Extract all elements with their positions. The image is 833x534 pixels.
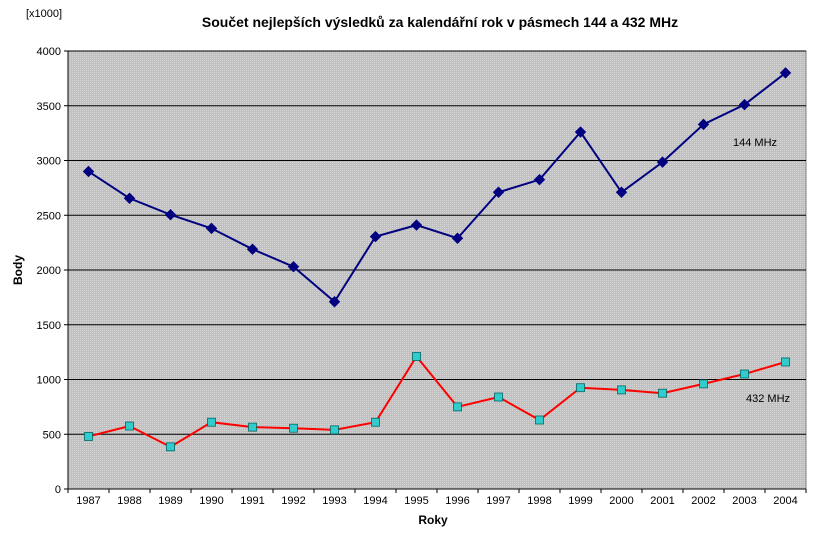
data-point-marker <box>697 118 710 131</box>
data-point-marker <box>738 98 751 111</box>
data-point-marker <box>289 423 298 433</box>
data-point-marker <box>369 230 382 243</box>
y-tick-label: 4000 <box>37 46 61 58</box>
y-tick-label: 1500 <box>37 320 61 332</box>
data-point-marker <box>207 417 216 427</box>
data-point-marker <box>166 442 175 452</box>
data-point-marker <box>492 186 505 198</box>
x-tick-label: 2001 <box>650 495 674 507</box>
data-point-marker <box>658 388 667 398</box>
data-point-marker <box>287 261 300 273</box>
y-tick-label: 3500 <box>37 101 61 113</box>
x-tick-label: 1998 <box>527 495 551 507</box>
y-tick-label: 2500 <box>37 210 61 222</box>
data-point-marker <box>164 208 177 221</box>
x-tick-label: 1991 <box>240 495 264 507</box>
x-tick-label: 1993 <box>322 495 346 507</box>
x-tick-label: 1989 <box>158 495 182 507</box>
y-tick-label: 2000 <box>37 265 61 277</box>
gridlines <box>68 50 806 489</box>
x-tick-label: 1995 <box>404 495 428 507</box>
data-point-marker <box>412 352 421 361</box>
data-point-marker <box>248 422 257 432</box>
series-layer <box>82 67 792 452</box>
data-point-marker <box>576 383 585 393</box>
y-tick-label: 500 <box>43 429 61 441</box>
data-point-marker <box>699 379 708 389</box>
x-tick-label: 2003 <box>732 495 756 507</box>
y-tick-label: 3000 <box>37 156 61 168</box>
data-point-marker <box>328 296 341 308</box>
data-point-marker <box>125 421 134 431</box>
data-point-marker <box>123 192 136 204</box>
data-point-marker <box>533 173 546 186</box>
x-tick-label: 1997 <box>486 495 510 507</box>
data-point-marker <box>82 165 95 178</box>
data-point-marker <box>494 392 503 402</box>
series-line <box>88 354 786 448</box>
data-point-marker <box>410 219 423 231</box>
data-point-marker <box>451 232 464 244</box>
data-point-marker <box>740 369 749 379</box>
data-point-marker <box>246 243 259 255</box>
x-tick-label: 1987 <box>76 495 100 507</box>
data-point-marker <box>779 67 792 79</box>
x-tick-label: 2000 <box>609 495 633 507</box>
x-tick-label: 1994 <box>363 495 387 507</box>
y-axis-label: Body <box>11 255 25 285</box>
data-point-marker <box>617 385 626 395</box>
y-tick-label: 1000 <box>37 375 61 387</box>
y-tick-label: 0 <box>55 484 61 496</box>
axes: 0 500 1000 1500 2000 2500 3000 3500 4000 1987 1988… <box>37 46 807 507</box>
x-tick-label: 1996 <box>445 495 469 507</box>
x-tick-label: 1992 <box>281 495 305 507</box>
x-tick-label: 2002 <box>691 495 715 507</box>
x-tick-label: 2004 <box>773 495 797 507</box>
data-point-marker <box>453 402 462 412</box>
chart-title: Součet nejlepších výsledků za kalendářní… <box>202 14 678 30</box>
series-label-432: 432 MHz <box>746 393 790 405</box>
series-line <box>87 72 787 304</box>
x-tick-label: 1999 <box>568 495 592 507</box>
x-axis-label: Roky <box>418 513 448 527</box>
data-point-marker <box>535 415 544 425</box>
x-tick-label: 1988 <box>117 495 141 507</box>
series-144-mhz <box>82 67 792 308</box>
data-point-marker <box>781 357 790 367</box>
data-point-marker <box>574 126 587 138</box>
data-point-marker <box>656 156 669 168</box>
data-point-marker <box>84 432 93 441</box>
series-label-144: 144 MHz <box>733 137 777 149</box>
data-point-marker <box>205 222 218 235</box>
x-tick-label: 1990 <box>199 495 223 507</box>
y-unit-label: [x1000] <box>26 8 62 20</box>
data-point-marker <box>615 186 628 198</box>
series-432-mhz <box>84 352 790 452</box>
data-point-marker <box>330 425 339 435</box>
data-point-marker <box>371 417 380 427</box>
